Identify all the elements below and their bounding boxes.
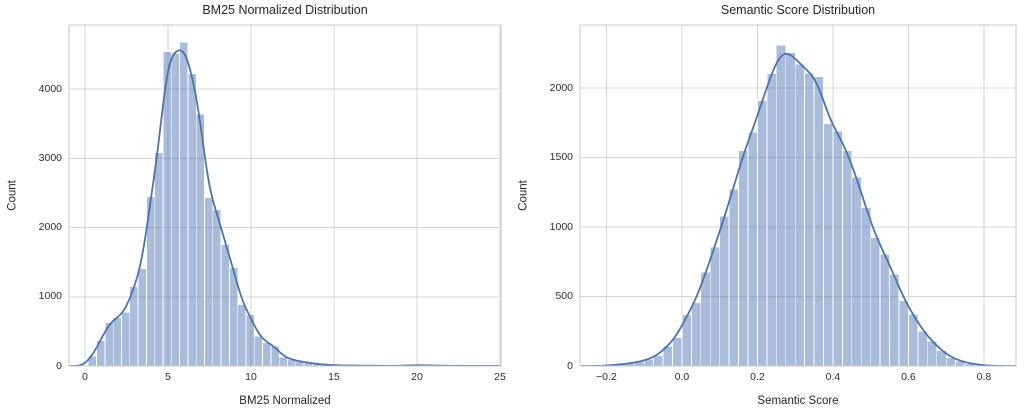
histogram-bar xyxy=(154,152,164,366)
histogram-bar xyxy=(804,72,815,366)
kde-curve xyxy=(580,52,1016,366)
histogram-bar xyxy=(728,188,739,366)
y-tick-label: 1500 xyxy=(549,151,573,164)
y-tick-label: 2000 xyxy=(549,81,573,94)
histogram-bar xyxy=(757,100,768,366)
histogram-bar xyxy=(170,52,180,366)
x-tick-label: 0.0 xyxy=(674,371,690,383)
histogram-bar xyxy=(832,130,843,366)
y-tick-label: 0 xyxy=(56,359,62,372)
histogram-bar xyxy=(775,44,787,366)
histogram-bar xyxy=(766,73,777,366)
y-tick-label: 0 xyxy=(567,359,573,372)
x-tick-label: 15 xyxy=(328,371,340,383)
axes-spines xyxy=(579,24,1017,367)
semantic-histogram-group xyxy=(579,24,1017,367)
right-chart-title: Semantic Score Distribution xyxy=(720,3,876,17)
histogram-bar xyxy=(220,244,230,366)
histogram-bar xyxy=(917,330,928,366)
x-tick-label: 25 xyxy=(494,371,506,383)
histogram-bar xyxy=(879,253,890,366)
x-tick-label: 20 xyxy=(411,371,423,383)
y-tick-label: 4000 xyxy=(38,82,62,95)
y-tick-label: 3000 xyxy=(38,151,62,164)
histogram-bar xyxy=(700,271,711,366)
histogram-bar xyxy=(898,300,909,366)
right-x-axis-label: Semantic Score xyxy=(757,395,839,407)
x-tick-label: 0 xyxy=(82,371,88,383)
histogram-bars xyxy=(606,44,994,366)
histogram-bar xyxy=(785,52,796,366)
histogram-bar xyxy=(137,267,147,366)
histogram-bar xyxy=(195,113,205,366)
histogram-bar xyxy=(112,317,122,366)
histogram-bar xyxy=(870,237,881,366)
histogram-bar xyxy=(823,123,834,366)
histogram-bar xyxy=(747,131,758,366)
histogram-bar xyxy=(212,209,222,366)
bm25-histogram-group xyxy=(68,24,502,367)
histogram-bar xyxy=(653,355,664,366)
axes-spines xyxy=(68,24,502,367)
x-tick-label: −0.2 xyxy=(596,371,617,383)
histogram-bar xyxy=(129,285,139,366)
histogram-bar xyxy=(121,311,131,366)
x-tick-label: 0.2 xyxy=(750,371,765,383)
histogram-bar xyxy=(889,273,900,366)
histogram-bar xyxy=(690,302,702,366)
histogram-bar xyxy=(719,215,730,366)
histogram-bar xyxy=(709,246,721,366)
histogram-bar xyxy=(794,63,806,366)
x-tick-label: 10 xyxy=(245,371,257,383)
left-x-axis-label: BM25 Normalized xyxy=(239,395,331,407)
histogram-bar xyxy=(860,207,872,366)
histogram-bar xyxy=(813,75,824,366)
y-tick-label: 500 xyxy=(555,290,573,303)
histogram-bar xyxy=(278,356,288,366)
y-tick-label: 2000 xyxy=(38,221,62,234)
histogram-bar xyxy=(908,313,919,366)
histogram-bar xyxy=(237,303,247,366)
histogram-bar xyxy=(204,197,214,366)
histogram-bar xyxy=(253,335,263,366)
x-tick-label: 0.4 xyxy=(825,371,841,383)
histogram-bar xyxy=(262,342,272,366)
histogram-bar xyxy=(179,41,189,366)
x-tick-label: 5 xyxy=(165,371,171,383)
histogram-bar xyxy=(841,150,853,366)
y-tick-label: 1000 xyxy=(38,290,62,303)
x-tick-label: 0.8 xyxy=(976,371,992,383)
y-tick-label: 1000 xyxy=(549,220,573,233)
histogram-bar xyxy=(672,337,683,366)
histogram-bar xyxy=(738,150,749,366)
left-chart-title: BM25 Normalized Distribution xyxy=(202,3,368,17)
x-tick-label: 0.6 xyxy=(901,371,916,383)
histogram-bar xyxy=(851,176,862,366)
histogram-bar xyxy=(187,73,197,366)
